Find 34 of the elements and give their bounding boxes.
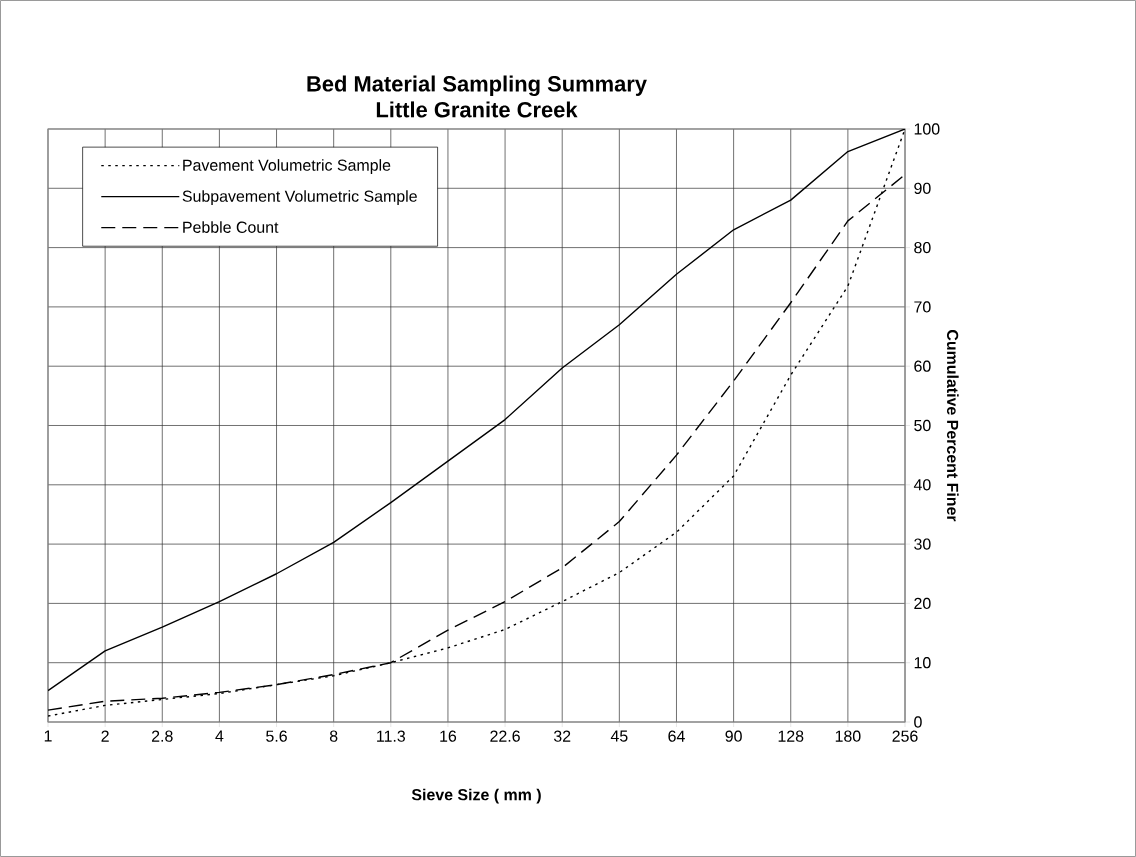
y-tick-label: 80 [914, 241, 931, 254]
x-tick-label: 16 [440, 730, 457, 742]
x-tick-label: 90 [725, 730, 742, 742]
y-tick-label: 50 [914, 419, 931, 432]
chart-subtitle: Little Granite Creek [376, 101, 578, 118]
y-tick-label: 90 [914, 182, 931, 194]
x-tick-label: 4 [215, 730, 224, 742]
x-tick-label: 256 [892, 730, 918, 742]
x-tick-label: 2 [101, 730, 109, 742]
y-axis-title: Cumulative Percent Finer [946, 330, 959, 522]
legend-label: Pavement Volumetric Sample [183, 159, 391, 174]
chart-title: Bed Material Sampling Summary [307, 75, 647, 97]
y-tick-label: 40 [913, 479, 931, 491]
x-tick-label: 22.6 [490, 730, 520, 742]
x-tick-label: 2.8 [151, 730, 173, 742]
x-axis-title: Sieve Size ( mm ) [411, 788, 541, 804]
x-tick-label: 11.3 [377, 730, 406, 742]
x-tick-label: 64 [668, 730, 685, 742]
y-tick-label: 10 [914, 657, 931, 669]
legend-label: Subpavement Volumetric Sample [182, 190, 417, 206]
y-tick-label: 70 [914, 301, 931, 313]
y-tick-label: 60 [914, 360, 931, 372]
x-tick-label: 45 [610, 730, 628, 742]
x-tick-label: 8 [329, 730, 338, 742]
y-tick-label: 30 [914, 538, 931, 550]
x-tick-label: 128 [778, 730, 804, 742]
x-tick-label: 1 [44, 730, 52, 742]
legend-label: Pebble Count [183, 221, 279, 233]
y-tick-label: 20 [914, 597, 931, 610]
x-tick-label: 180 [835, 730, 861, 742]
y-tick-label: 100 [914, 123, 940, 135]
x-tick-label: 5.6 [266, 730, 287, 742]
y-tick-label: 0 [914, 716, 922, 728]
x-tick-label: 32 [553, 730, 571, 742]
